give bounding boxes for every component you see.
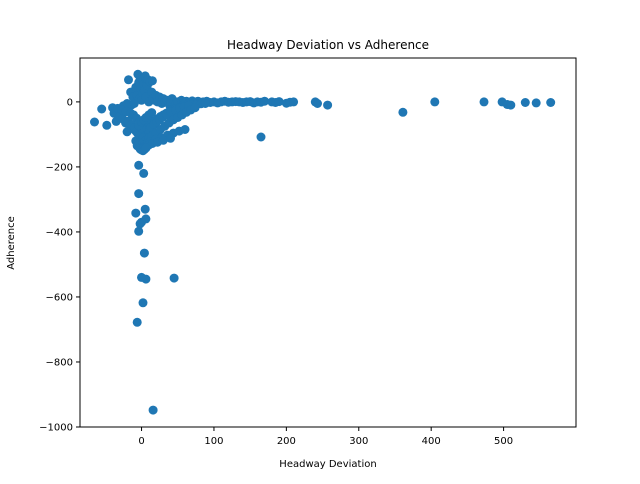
data-point bbox=[102, 120, 112, 130]
y-tick-label: −400 bbox=[46, 227, 73, 238]
data-point bbox=[141, 143, 151, 153]
data-point bbox=[256, 132, 266, 142]
data-point bbox=[398, 107, 408, 117]
data-point bbox=[546, 98, 556, 107]
data-point bbox=[132, 317, 142, 327]
data-point bbox=[147, 108, 157, 118]
y-axis-label: Adherence bbox=[6, 216, 17, 270]
y-axis-ticks: −1000 −800 −600 −400 −200 0 bbox=[39, 97, 80, 434]
x-tick-label: 0 bbox=[138, 436, 144, 447]
data-point bbox=[122, 127, 132, 137]
data-point bbox=[190, 103, 200, 113]
data-point bbox=[139, 168, 149, 178]
data-point bbox=[131, 208, 141, 218]
data-point bbox=[200, 99, 210, 108]
x-tick-label: 300 bbox=[349, 436, 368, 447]
data-point bbox=[323, 100, 333, 110]
chart-title: Headway Deviation vs Adherence bbox=[227, 38, 429, 52]
data-point bbox=[260, 96, 270, 106]
data-point bbox=[135, 219, 145, 229]
data-point bbox=[520, 98, 530, 107]
data-point bbox=[289, 97, 299, 107]
data-point bbox=[124, 75, 133, 85]
data-point bbox=[274, 97, 284, 107]
x-tick-label: 400 bbox=[422, 436, 441, 447]
data-point bbox=[137, 272, 146, 282]
data-point bbox=[169, 273, 179, 283]
y-tick-label: 0 bbox=[67, 97, 73, 108]
data-point bbox=[134, 226, 144, 236]
data-point bbox=[147, 76, 157, 86]
y-tick-label: −800 bbox=[46, 357, 73, 368]
y-tick-label: −600 bbox=[46, 292, 73, 303]
data-points bbox=[90, 69, 556, 415]
data-point bbox=[531, 98, 541, 108]
x-tick-label: 100 bbox=[204, 436, 223, 447]
data-point bbox=[158, 135, 168, 145]
x-axis-label: Headway Deviation bbox=[279, 459, 376, 470]
data-point bbox=[138, 298, 148, 308]
plot-area-frame bbox=[79, 57, 577, 428]
data-point bbox=[430, 97, 440, 107]
y-tick-label: −200 bbox=[46, 162, 73, 173]
data-point bbox=[134, 160, 144, 170]
data-point bbox=[97, 104, 107, 114]
data-point bbox=[479, 97, 489, 107]
x-axis-ticks: 0 100 200 300 400 500 bbox=[138, 427, 513, 447]
x-tick-label: 200 bbox=[277, 436, 296, 447]
y-tick-label: −1000 bbox=[39, 423, 73, 434]
data-point bbox=[148, 405, 158, 415]
data-point bbox=[140, 204, 150, 214]
data-point bbox=[313, 99, 322, 108]
data-point bbox=[180, 125, 190, 134]
data-point bbox=[166, 133, 175, 143]
data-point bbox=[139, 248, 149, 258]
data-point bbox=[90, 117, 99, 127]
data-point bbox=[134, 189, 144, 199]
x-tick-label: 500 bbox=[494, 436, 513, 447]
data-point bbox=[506, 100, 516, 110]
